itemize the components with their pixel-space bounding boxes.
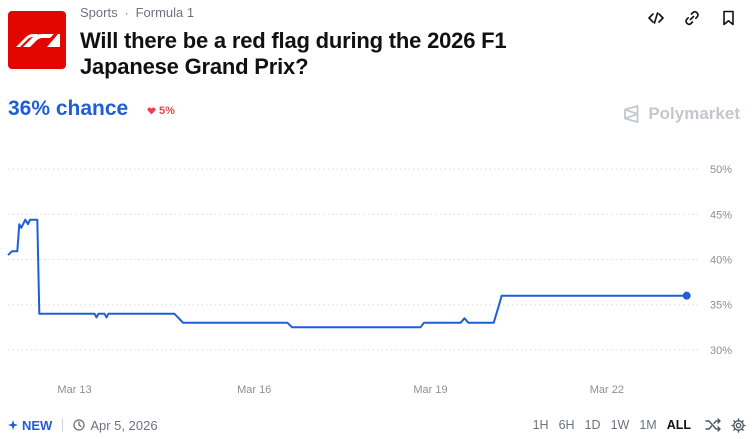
embed-icon[interactable] xyxy=(648,8,664,28)
bookmark-icon[interactable] xyxy=(720,8,736,28)
new-badge[interactable]: NEW xyxy=(8,418,52,433)
range-1m[interactable]: 1M xyxy=(639,418,657,432)
y-tick-label: 40% xyxy=(710,254,732,266)
settings-gear-icon[interactable] xyxy=(731,417,746,433)
chart-footer: NEW Apr 5, 2026 1H 6H 1D 1W 1M ALL xyxy=(8,413,746,437)
market-title: Will there be a red flag during the 2026… xyxy=(80,28,507,79)
range-1h[interactable]: 1H xyxy=(532,418,549,432)
time-range-selector: 1H 6H 1D 1W 1M ALL xyxy=(533,418,691,432)
breadcrumb-separator: · xyxy=(124,5,129,20)
polymarket-watermark: Polymarket xyxy=(622,104,740,124)
range-6h[interactable]: 6H xyxy=(558,418,575,432)
market-date-text: Apr 5, 2026 xyxy=(90,417,158,433)
y-tick-label: 50% xyxy=(710,164,732,176)
shuffle-icon[interactable] xyxy=(705,418,721,432)
polymarket-logo-icon xyxy=(624,105,639,123)
chance-value: 36% chance xyxy=(8,97,129,120)
price-chart[interactable]: 50% 45% 40% 35% 30% Mar 13 Mar 16 Mar 19 Mar 22 xyxy=(0,140,754,400)
range-all[interactable]: ALL xyxy=(666,418,691,432)
y-tick-label: 30% xyxy=(710,345,732,357)
chance-delta-value: 5% xyxy=(159,105,175,117)
new-label: NEW xyxy=(22,417,53,433)
clock-icon xyxy=(73,419,85,431)
breadcrumb: Sports · Formula 1 xyxy=(80,5,194,20)
chance-delta: 5% xyxy=(147,105,175,117)
footer-divider xyxy=(62,418,64,432)
x-tick-label: Mar 16 xyxy=(237,384,271,396)
range-1d[interactable]: 1D xyxy=(584,418,601,432)
current-price-point xyxy=(682,291,691,300)
header-actions xyxy=(648,8,736,28)
f1-logo-mark xyxy=(16,34,60,47)
y-tick-label: 45% xyxy=(710,209,732,221)
range-1w[interactable]: 1W xyxy=(610,418,630,432)
breadcrumb-category[interactable]: Sports xyxy=(80,5,118,20)
sparkle-icon xyxy=(8,420,18,430)
x-tick-label: Mar 13 xyxy=(57,384,91,396)
price-line xyxy=(7,218,687,329)
market-date: Apr 5, 2026 xyxy=(73,417,158,433)
heart-down-icon xyxy=(147,107,156,115)
breadcrumb-subcategory[interactable]: Formula 1 xyxy=(135,5,195,20)
x-tick-label: Mar 22 xyxy=(590,384,624,396)
link-icon[interactable] xyxy=(684,8,700,28)
brand-name: Polymarket xyxy=(648,104,740,123)
x-tick-label: Mar 19 xyxy=(413,384,447,396)
y-tick-label: 35% xyxy=(710,300,732,312)
formula1-logo xyxy=(8,11,66,69)
